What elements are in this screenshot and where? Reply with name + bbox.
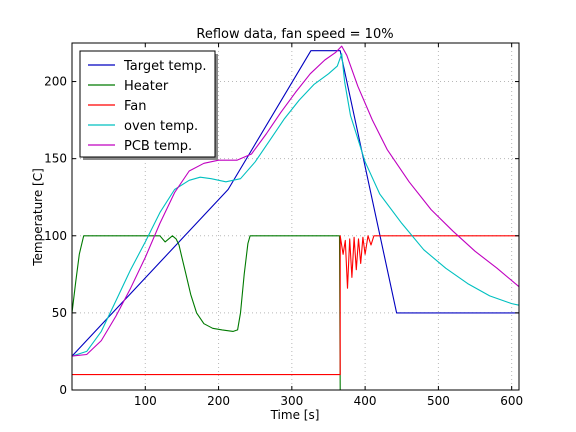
y-axis-label: Temperature [C] [31,168,45,267]
axes-frame [71,42,520,391]
x-tick-label: 400 [354,394,377,408]
x-tick-label: 300 [280,394,303,408]
y-tick-label: 0 [59,383,67,397]
legend: Target temp. Heater Fan oven temp. PCB temp. [79,50,218,160]
y-tick-label: 200 [44,75,67,89]
x-tick-label: 100 [134,394,157,408]
series-line-target-temp [71,50,519,357]
x-axis-label: Time [s] [270,408,320,422]
legend-label: Fan [124,99,147,114]
legend-label: Heater [124,79,169,94]
x-tick-label: 600 [500,394,523,408]
chart-title: Reflow data, fan speed = 10% [196,27,393,42]
plot-area [71,45,520,391]
y-tick-label: 150 [44,152,67,166]
axis-ticks: 100 200 300 400 500 600 0 50 100 150 200 [44,43,523,408]
legend-box [79,50,216,158]
y-tick-label: 50 [52,306,67,320]
series-line-pcb-temp [71,45,520,357]
y-tick-label: 100 [44,229,67,243]
legend-label: Target temp. [123,59,207,74]
x-tick-label: 500 [427,394,450,408]
legend-label: PCB temp. [124,139,192,154]
series-line-oven-temp [71,53,520,357]
x-tick-label: 200 [207,394,230,408]
series-line-heater [71,235,341,391]
legend-label: oven temp. [124,119,198,134]
series-line-fan [72,235,519,376]
